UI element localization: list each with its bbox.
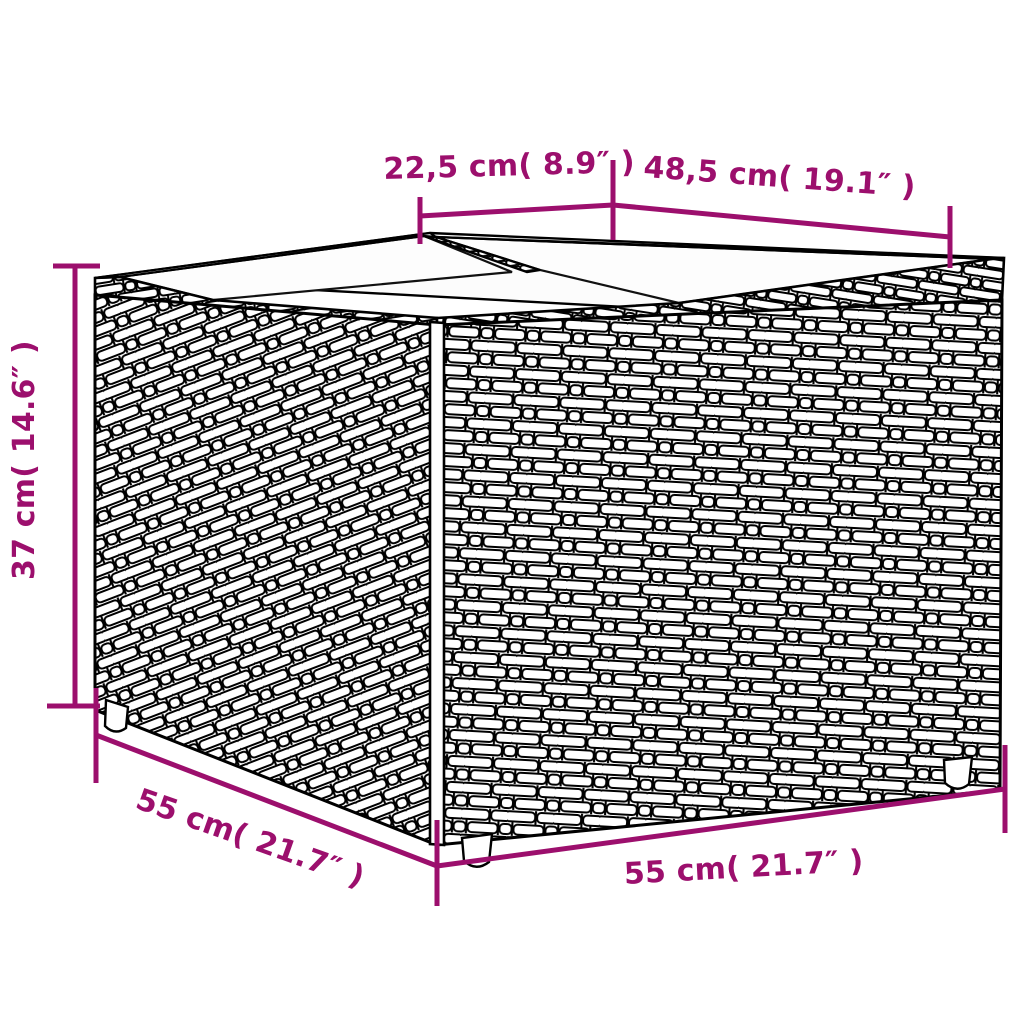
dimline-48 (612, 202, 951, 240)
dimension-label-glass-panel-left: 22,5 cm( 8.9″ ) (383, 144, 636, 187)
dimline-width (436, 786, 1006, 869)
rim-back-right (435, 235, 1005, 261)
dimension-annotations (47, 160, 1008, 906)
front-face-weave (437, 300, 1002, 845)
dimline-depth (95, 732, 438, 869)
front-corner-post (428, 320, 446, 847)
dimension-depth (93, 688, 440, 906)
dimension-height (47, 263, 100, 709)
dimension-top-left (417, 160, 616, 244)
dimension-top-right (612, 202, 953, 268)
table-body (93, 231, 1006, 868)
foot-back-left (103, 698, 130, 733)
table-side-face-left (93, 293, 439, 848)
side-face-weave (95, 295, 437, 845)
dimension-label-height: 37 cm( 14.6″ ) (7, 340, 42, 580)
foot-front-right (942, 755, 974, 790)
rim-back-left (94, 231, 437, 280)
table-front-face (435, 298, 1004, 847)
dimension-width (436, 745, 1008, 869)
dimline-22 (419, 202, 614, 219)
